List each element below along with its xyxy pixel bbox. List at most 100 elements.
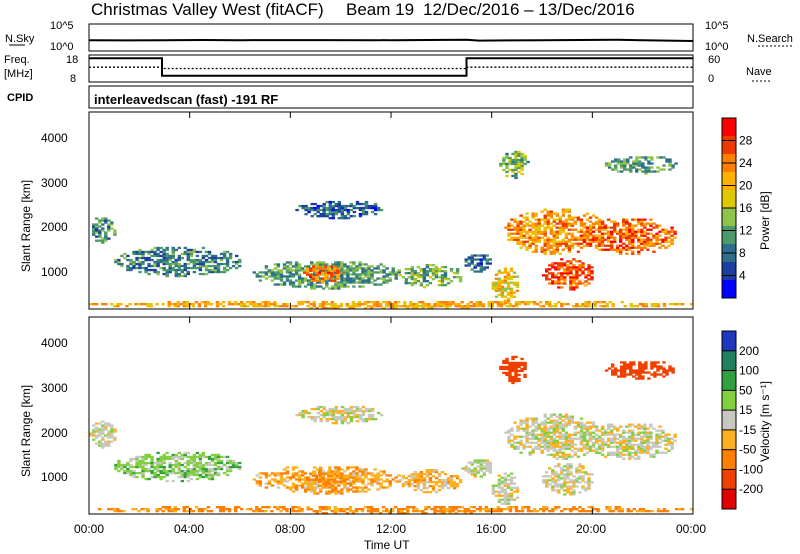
heat-cell bbox=[388, 474, 392, 477]
heat-cell bbox=[313, 407, 317, 411]
heat-cell bbox=[509, 482, 514, 485]
heat-cell bbox=[373, 206, 378, 210]
heat-cell bbox=[563, 479, 567, 482]
heat-cell bbox=[388, 510, 392, 513]
heat-cell bbox=[652, 244, 656, 247]
heat-cell bbox=[625, 447, 629, 450]
heat-cell bbox=[502, 508, 507, 511]
heat-cell bbox=[204, 260, 209, 264]
heat-cell bbox=[431, 475, 436, 478]
heat-cell bbox=[440, 276, 445, 279]
heat-cell bbox=[629, 164, 633, 167]
heat-cell bbox=[564, 447, 569, 450]
heat-cell bbox=[391, 267, 395, 270]
heat-cell bbox=[537, 222, 541, 225]
heat-cell bbox=[600, 222, 605, 225]
heat-cell bbox=[557, 483, 561, 486]
heat-cell bbox=[620, 162, 624, 165]
heat-cell bbox=[150, 268, 154, 272]
heat-cell bbox=[561, 220, 565, 223]
heat-cell bbox=[385, 279, 389, 282]
heat-cell bbox=[300, 269, 305, 272]
heat-cell bbox=[554, 506, 558, 509]
heat-cell bbox=[95, 428, 99, 431]
heat-cell bbox=[312, 478, 316, 481]
heat-cell bbox=[174, 465, 178, 469]
heat-cell bbox=[534, 445, 538, 448]
heat-cell bbox=[616, 232, 620, 235]
heat-cell bbox=[644, 172, 648, 175]
heat-cell bbox=[364, 279, 368, 282]
heat-cell bbox=[321, 271, 325, 274]
heat-cell bbox=[207, 264, 212, 268]
heat-cell bbox=[213, 254, 218, 258]
heat-cell bbox=[331, 418, 335, 421]
heat-cell bbox=[674, 162, 678, 165]
heat-cell bbox=[619, 244, 623, 247]
power-colorbar-tick-label: 20 bbox=[739, 179, 753, 193]
heat-cell bbox=[549, 431, 553, 434]
heat-cell bbox=[400, 508, 404, 511]
heat-cell bbox=[186, 459, 190, 463]
heat-cell bbox=[339, 478, 343, 481]
heat-cell bbox=[333, 480, 337, 483]
heat-cell bbox=[600, 238, 605, 241]
heat-cell bbox=[640, 435, 644, 438]
heat-cell bbox=[457, 510, 461, 513]
heat-cell bbox=[144, 455, 148, 459]
heat-cell bbox=[340, 420, 345, 423]
heat-cell bbox=[555, 232, 559, 235]
heat-cell bbox=[150, 254, 154, 258]
heat-cell bbox=[291, 273, 296, 276]
heat-cell bbox=[219, 459, 224, 463]
heat-cell bbox=[460, 307, 464, 310]
heat-cell bbox=[331, 210, 335, 214]
heat-cell bbox=[192, 467, 197, 471]
heat-cell bbox=[336, 273, 340, 276]
heat-cell bbox=[500, 498, 505, 501]
heat-cell bbox=[667, 433, 671, 436]
heat-cell bbox=[528, 425, 532, 428]
heat-cell bbox=[575, 479, 579, 482]
heat-cell bbox=[346, 409, 351, 413]
heat-cell bbox=[340, 213, 345, 216]
heat-cell bbox=[637, 457, 641, 460]
heat-cell bbox=[204, 272, 209, 276]
heat-cell bbox=[168, 258, 172, 262]
heat-cell bbox=[231, 463, 236, 467]
heat-cell bbox=[603, 232, 608, 235]
heat-cell bbox=[567, 419, 572, 422]
heat-cell bbox=[619, 445, 623, 448]
heat-cell bbox=[92, 438, 96, 441]
heat-cell bbox=[210, 459, 215, 463]
heat-cell bbox=[564, 421, 569, 424]
heat-cell bbox=[668, 365, 672, 368]
heat-cell bbox=[488, 471, 492, 474]
heat-cell bbox=[638, 162, 642, 165]
heat-cell bbox=[364, 273, 368, 276]
heat-cell bbox=[321, 277, 325, 280]
heat-cell bbox=[476, 258, 480, 261]
heat-cell bbox=[473, 467, 477, 470]
heat-cell bbox=[334, 422, 338, 425]
heat-cell bbox=[649, 453, 653, 456]
heat-cell bbox=[376, 474, 380, 477]
heat-cell bbox=[436, 506, 440, 509]
heat-cell bbox=[95, 426, 99, 429]
heat-cell bbox=[543, 238, 547, 241]
heat-cell bbox=[610, 244, 614, 247]
heat-cell bbox=[138, 270, 142, 274]
heat-cell bbox=[540, 230, 544, 233]
heat-cell bbox=[514, 367, 518, 371]
heat-cell bbox=[264, 472, 269, 475]
heat-cell bbox=[510, 218, 514, 221]
heat-cell bbox=[333, 305, 337, 308]
heat-cell bbox=[316, 415, 320, 419]
heat-cell bbox=[614, 168, 618, 171]
heat-cell bbox=[334, 213, 338, 216]
heat-cell bbox=[340, 490, 344, 493]
heat-cell bbox=[506, 478, 511, 481]
heat-cell bbox=[514, 164, 518, 168]
heat-cell bbox=[162, 475, 166, 479]
heat-cell bbox=[517, 301, 522, 304]
